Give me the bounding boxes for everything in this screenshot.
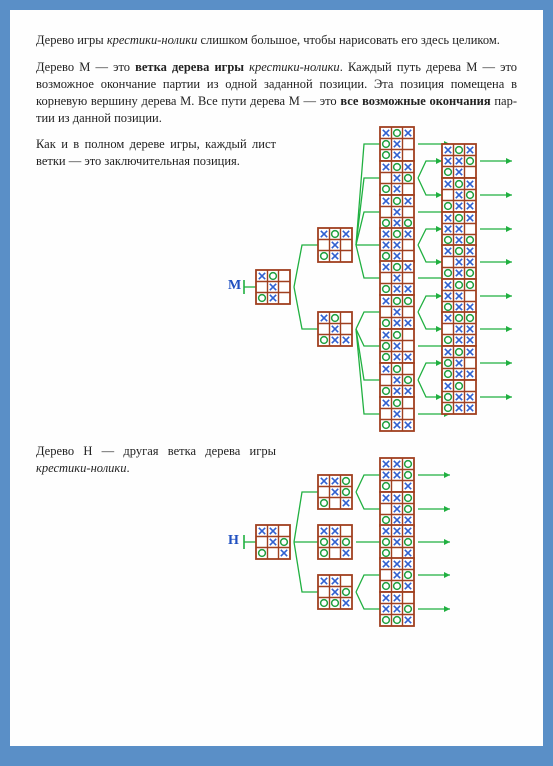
- text: Дерево игры: [36, 33, 107, 47]
- text-italic: крестики-нолики: [36, 461, 127, 475]
- text: Дерево М — это: [36, 60, 135, 74]
- text-italic: крестики-ноли­ки: [249, 60, 340, 74]
- game-tree-m: М: [196, 120, 517, 435]
- page: Дерево игры крестики-нолики слишком боль…: [10, 10, 543, 746]
- tree-svg-m: [196, 120, 526, 435]
- paragraph-1: Дерево игры крестики-нолики слишком боль…: [36, 32, 517, 49]
- text: .: [127, 461, 130, 475]
- text: слишком большое, что­бы нарисовать его з…: [197, 33, 500, 47]
- text-italic: крестики-нолики: [107, 33, 198, 47]
- text-bold: все возможные окончания: [340, 94, 490, 108]
- text-bold: ветка дерева игры: [135, 60, 244, 74]
- tree-label-m: М: [228, 278, 241, 294]
- tree-label-h: Н: [228, 533, 239, 549]
- game-tree-h: Н: [196, 447, 517, 632]
- paragraph-2: Дерево М — это ветка дерева игры крестик…: [36, 59, 517, 127]
- tree-svg-h: [196, 447, 526, 632]
